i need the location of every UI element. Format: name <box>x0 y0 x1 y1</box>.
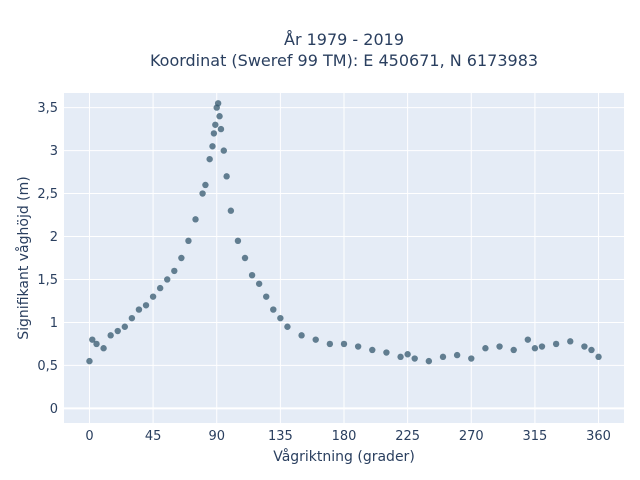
data-point <box>369 346 376 354</box>
data-point <box>326 340 334 348</box>
data-point <box>277 314 284 322</box>
data-point <box>531 345 539 352</box>
data-point <box>212 121 219 128</box>
x-tick-label: 225 <box>395 429 420 444</box>
chart-title-line2: Koordinat (Sweref 99 TM): E 450671, N 61… <box>150 51 538 70</box>
data-point <box>214 100 222 107</box>
data-point <box>202 181 209 189</box>
data-point <box>86 357 93 365</box>
chart-title-line1: År 1979 - 2019 <box>284 30 404 49</box>
data-point <box>588 346 595 354</box>
data-point <box>206 155 213 163</box>
data-point <box>538 343 546 350</box>
y-tick-label: 1 <box>50 316 58 331</box>
data-point <box>156 284 164 292</box>
data-point <box>496 343 503 350</box>
data-point <box>298 332 305 339</box>
x-tick-label: 90 <box>208 429 225 444</box>
data-point <box>93 340 100 348</box>
data-point <box>114 327 121 335</box>
data-point <box>524 336 532 343</box>
data-point <box>595 353 602 361</box>
data-point <box>210 130 218 137</box>
data-point <box>397 353 404 361</box>
data-point <box>241 254 249 262</box>
data-point <box>354 343 362 350</box>
y-tick-labels: 0 0,5 1 1,5 2 2,5 3 3,5 <box>37 101 58 417</box>
data-point <box>216 113 223 120</box>
data-point <box>312 336 319 343</box>
data-point <box>107 332 114 339</box>
y-tick-label: 0 <box>50 402 58 417</box>
data-point <box>510 346 517 354</box>
data-point <box>255 280 263 287</box>
data-point <box>340 340 348 348</box>
data-point <box>581 343 588 350</box>
data-point <box>178 254 185 262</box>
data-point <box>217 125 225 133</box>
y-tick-label: 1,5 <box>37 273 58 288</box>
data-point <box>248 271 256 279</box>
data-point <box>142 302 150 309</box>
data-point <box>234 237 242 245</box>
data-point <box>128 314 136 322</box>
data-point <box>383 349 390 356</box>
x-tick-label: 45 <box>145 429 162 444</box>
data-point <box>227 207 235 214</box>
grid-lines <box>64 93 624 423</box>
data-point <box>404 351 411 358</box>
data-point <box>482 345 489 352</box>
data-point <box>135 306 143 313</box>
y-tick-label: 0,5 <box>37 359 58 374</box>
data-point <box>567 338 574 345</box>
data-point <box>263 293 270 300</box>
data-point <box>284 323 291 330</box>
x-tick-labels: 0 45 90 135 180 225 270 315 360 <box>85 429 611 444</box>
data-point <box>439 353 447 361</box>
data-point <box>199 190 206 197</box>
data-point <box>220 147 227 154</box>
data-point <box>185 237 192 245</box>
data-point <box>171 267 178 275</box>
data-point <box>164 276 171 283</box>
y-tick-label: 3,5 <box>37 101 58 116</box>
y-tick-label: 2,5 <box>37 187 58 202</box>
x-tick-label: 0 <box>85 429 93 444</box>
data-point <box>468 355 475 362</box>
x-axis-title: Vågriktning (grader) <box>273 448 415 465</box>
data-point <box>192 216 199 223</box>
data-point <box>411 355 418 362</box>
data-point <box>100 345 107 352</box>
x-tick-label: 270 <box>459 429 484 444</box>
data-point <box>149 293 157 300</box>
data-point <box>89 336 96 343</box>
data-point <box>425 357 433 365</box>
x-tick-label: 135 <box>268 429 293 444</box>
data-point <box>270 306 277 313</box>
x-tick-label: 360 <box>586 429 611 444</box>
data-point <box>209 143 216 150</box>
x-tick-label: 180 <box>332 429 357 444</box>
data-points <box>86 100 602 365</box>
y-tick-label: 3 <box>50 144 58 159</box>
data-point <box>121 323 129 330</box>
x-tick-label: 315 <box>522 429 547 444</box>
data-point <box>552 340 560 348</box>
data-point <box>223 173 230 180</box>
y-axis-title: Signifikant våghöjd (m) <box>15 176 32 339</box>
y-tick-label: 2 <box>50 230 58 245</box>
data-point <box>453 351 461 359</box>
